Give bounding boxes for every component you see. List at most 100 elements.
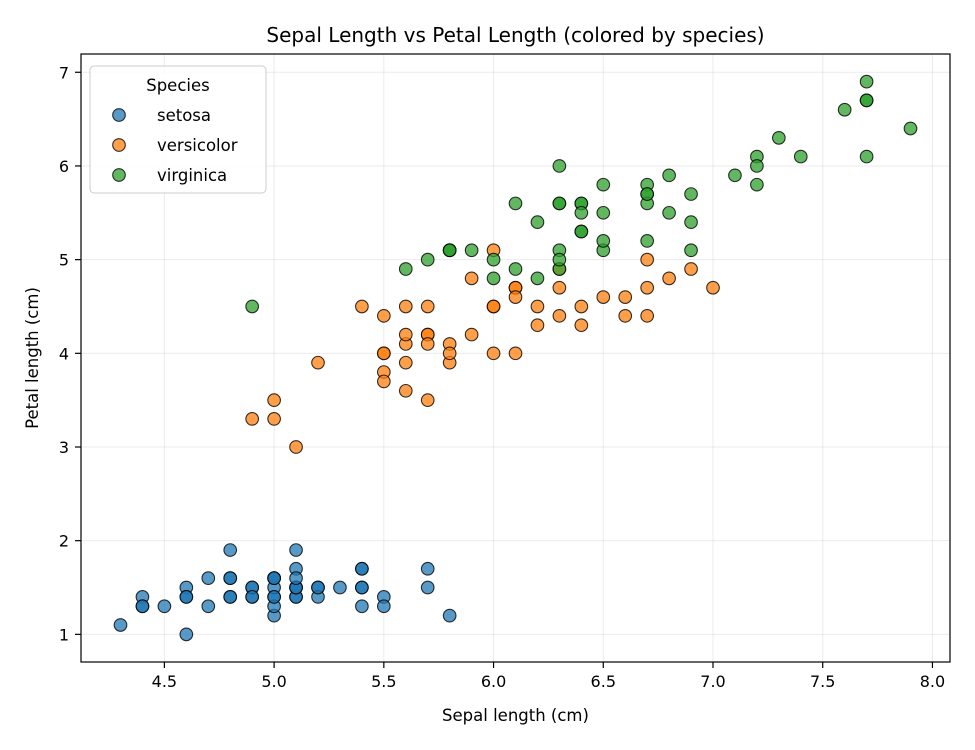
data-point-virginica bbox=[552, 159, 567, 173]
data-point-versicolor bbox=[267, 412, 281, 426]
legend: Species setosa versicolor virginica bbox=[89, 65, 267, 194]
data-point-versicolor bbox=[267, 393, 281, 408]
data-point-versicolor bbox=[486, 346, 501, 361]
x-tick-label: 4.5 bbox=[152, 672, 177, 691]
data-point-setosa bbox=[113, 618, 128, 632]
data-point-versicolor bbox=[530, 318, 545, 333]
data-point-versicolor bbox=[355, 299, 369, 314]
axis-ticks: 4.5 5.0 5.5 6.0 6.5 7.0 7.5 8.0 1 2 3 4 5 6 7 bbox=[59, 63, 945, 691]
plot-frame bbox=[80, 53, 951, 663]
data-point-setosa bbox=[223, 590, 238, 604]
data-point-versicolor bbox=[420, 393, 435, 408]
data-point-setosa bbox=[223, 543, 238, 557]
data-point-virginica bbox=[684, 243, 698, 258]
legend-box bbox=[89, 65, 267, 194]
data-point-versicolor bbox=[486, 299, 501, 314]
data-point-virginica bbox=[574, 224, 589, 239]
data-point-virginica bbox=[903, 121, 918, 136]
data-point-versicolor bbox=[464, 327, 479, 342]
data-point-virginica bbox=[530, 215, 545, 230]
legend-marker-setosa bbox=[112, 108, 126, 122]
data-point-setosa bbox=[245, 590, 260, 604]
data-point-virginica bbox=[859, 74, 874, 89]
data-point-virginica bbox=[684, 187, 698, 201]
data-point-virginica bbox=[530, 271, 545, 286]
data-point-versicolor bbox=[442, 346, 457, 361]
y-tick-label: 1 bbox=[59, 625, 69, 644]
data-point-versicolor bbox=[530, 299, 545, 314]
y-axis-label: Petal length (cm) bbox=[23, 287, 42, 429]
data-point-setosa bbox=[355, 561, 369, 576]
data-point-versicolor bbox=[398, 383, 413, 398]
grid bbox=[81, 54, 950, 662]
data-point-versicolor bbox=[311, 355, 325, 370]
x-tick-label: 5.0 bbox=[261, 672, 286, 691]
data-point-versicolor bbox=[420, 299, 435, 314]
x-tick-label: 6.5 bbox=[591, 672, 616, 691]
x-axis-label: Sepal length (cm) bbox=[442, 706, 589, 725]
data-point-virginica bbox=[245, 299, 260, 314]
data-point-versicolor bbox=[376, 374, 391, 389]
data-point-setosa bbox=[157, 599, 172, 614]
y-tick-label: 4 bbox=[59, 344, 69, 363]
data-point-setosa bbox=[311, 580, 325, 595]
legend-entries: setosa versicolor virginica bbox=[112, 106, 238, 185]
data-point-versicolor bbox=[376, 308, 391, 323]
data-point-versicolor bbox=[376, 346, 391, 361]
data-point-virginica bbox=[793, 149, 808, 164]
data-point-versicolor bbox=[684, 262, 698, 276]
data-point-versicolor bbox=[618, 290, 633, 304]
data-point-virginica bbox=[596, 205, 611, 220]
data-point-virginica bbox=[662, 168, 676, 183]
data-point-virginica bbox=[508, 196, 523, 211]
data-point-virginica bbox=[596, 234, 611, 248]
data-point-versicolor bbox=[640, 308, 655, 323]
data-point-virginica bbox=[420, 252, 435, 267]
data-point-virginica bbox=[486, 252, 501, 267]
data-point-setosa bbox=[333, 580, 347, 595]
data-point-versicolor bbox=[464, 271, 479, 286]
data-point-virginica bbox=[662, 205, 676, 220]
data-point-versicolor bbox=[574, 299, 589, 314]
data-point-setosa bbox=[179, 590, 194, 604]
data-point-virginica bbox=[508, 262, 523, 276]
data-point-virginica bbox=[859, 149, 874, 164]
data-point-setosa bbox=[179, 627, 194, 642]
data-point-versicolor bbox=[552, 308, 567, 323]
data-point-versicolor bbox=[289, 440, 303, 454]
data-point-virginica bbox=[552, 196, 567, 211]
data-point-setosa bbox=[223, 571, 238, 586]
data-point-virginica bbox=[750, 159, 764, 173]
data-point-setosa bbox=[267, 590, 281, 604]
data-point-virginica bbox=[837, 102, 852, 117]
data-point-setosa bbox=[201, 571, 216, 586]
data-point-setosa bbox=[376, 599, 391, 614]
data-point-virginica bbox=[574, 205, 589, 220]
data-point-versicolor bbox=[420, 337, 435, 351]
data-point-setosa bbox=[201, 599, 216, 614]
y-tick-label: 5 bbox=[59, 251, 69, 270]
data-point-versicolor bbox=[508, 290, 523, 304]
legend-title: Species bbox=[146, 76, 210, 95]
data-point-virginica bbox=[640, 187, 655, 201]
legend-marker-versicolor bbox=[112, 138, 126, 152]
data-point-virginica bbox=[486, 271, 501, 286]
data-point-setosa bbox=[135, 599, 150, 614]
data-point-virginica bbox=[398, 262, 413, 276]
data-point-virginica bbox=[684, 215, 698, 230]
y-tick-label: 7 bbox=[59, 63, 69, 82]
data-point-virginica bbox=[859, 93, 874, 108]
data-point-versicolor bbox=[398, 299, 413, 314]
data-point-versicolor bbox=[398, 355, 413, 370]
data-point-setosa bbox=[289, 543, 303, 557]
x-tick-label: 5.5 bbox=[371, 672, 396, 691]
y-tick-label: 3 bbox=[59, 438, 69, 457]
data-point-setosa bbox=[355, 580, 369, 595]
legend-label-virginica: virginica bbox=[157, 166, 227, 185]
data-points bbox=[113, 74, 918, 642]
data-point-virginica bbox=[771, 130, 786, 145]
data-point-versicolor bbox=[640, 252, 655, 267]
y-tick-label: 2 bbox=[59, 532, 69, 551]
x-tick-label: 7.0 bbox=[700, 672, 725, 691]
